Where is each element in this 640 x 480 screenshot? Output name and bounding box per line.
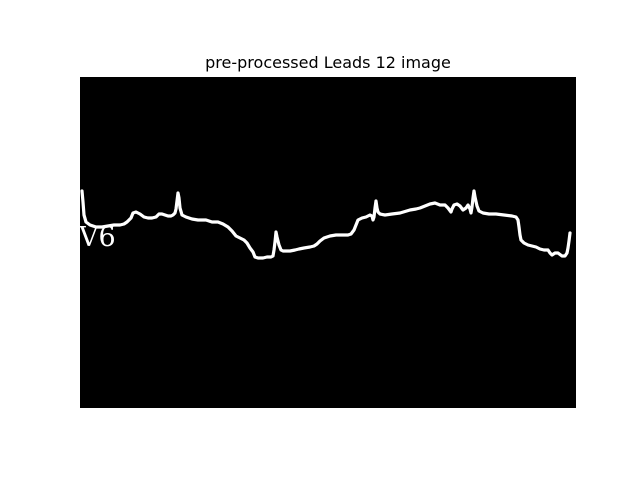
- ecg-trace-line: [80, 189, 572, 260]
- ecg-plot-area: V6: [80, 77, 576, 408]
- chart-title: pre-processed Leads 12 image: [205, 53, 451, 72]
- ecg-trace-canvas: [80, 189, 572, 260]
